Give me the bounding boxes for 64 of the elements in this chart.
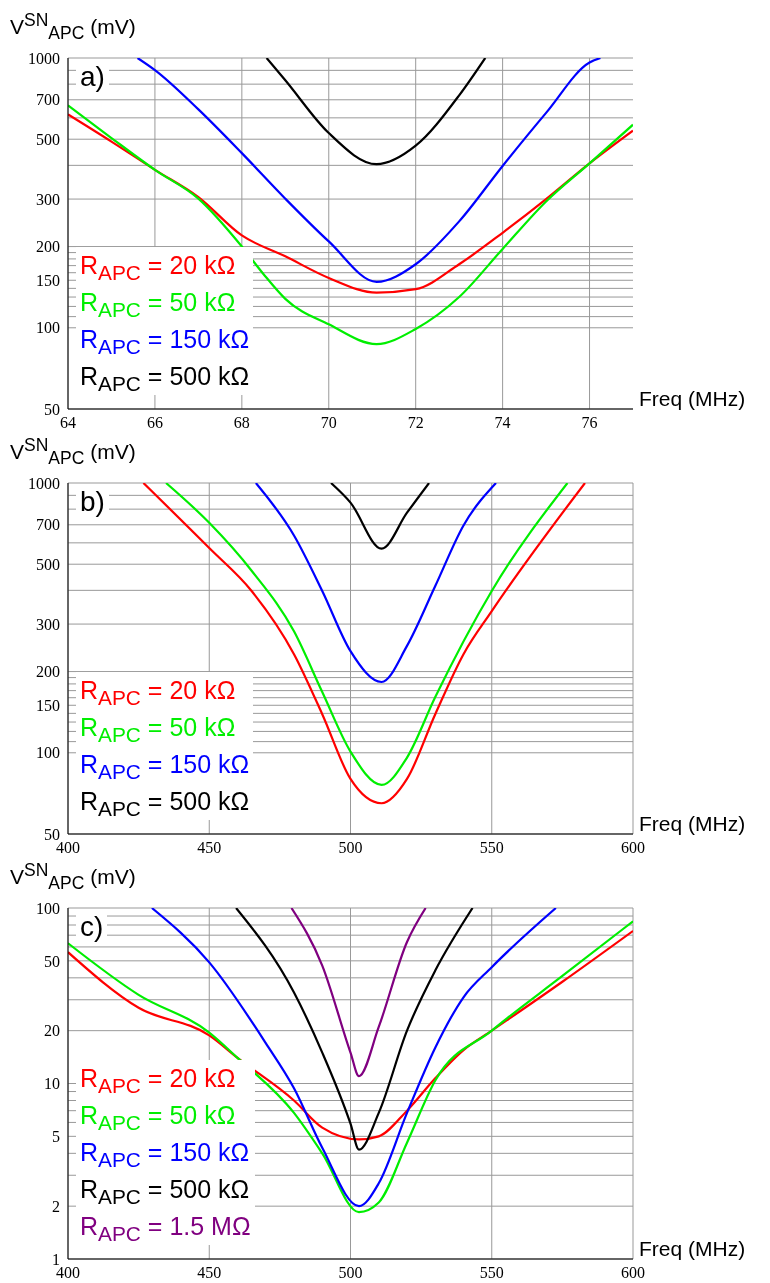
text: R$_{APC}$ = 150 kΩ — [80, 1137, 251, 1171]
x-tick-label: 600 — [621, 1264, 645, 1282]
line-series — [68, 113, 633, 294]
x-tick-label: 450 — [197, 839, 222, 857]
text: R$_{APC}$ = 500 kΩ — [80, 1174, 251, 1208]
x-tick-label: 74 — [494, 414, 511, 432]
x-axis-title: Freq (MHz) — [639, 387, 746, 411]
x-axis-title: Freq (MHz) — [639, 1237, 746, 1261]
x-tick-label: 600 — [621, 839, 645, 857]
x-tick-label: 68 — [233, 414, 250, 432]
y-tick-label: 50 — [44, 400, 60, 418]
x-axis-title: Freq (MHz) — [639, 812, 746, 836]
annotation: c) — [76, 910, 108, 944]
x-tick-label: 500 — [338, 839, 363, 857]
line-series — [150, 908, 557, 1208]
x-tick-label: 500 — [338, 1264, 363, 1282]
y-tick-label: 700 — [36, 91, 60, 109]
y-axis-title: V$^{SN}$$_{APC}$ (mV) — [10, 10, 136, 45]
x-tick-label: 72 — [407, 414, 424, 432]
y-tick-label: 150 — [36, 696, 60, 714]
text: R$_{APC}$ = 1.5 MΩ — [80, 1211, 251, 1245]
x-tick-label: 550 — [479, 839, 504, 857]
y-tick-label: 5 — [52, 1128, 60, 1146]
y-axis-title: V$^{SN}$$_{APC}$ (mV) — [10, 860, 136, 895]
series-label: R$_{APC}$ = 20 kΩ — [80, 1063, 237, 1097]
y-tick-label: 2 — [52, 1197, 60, 1215]
x-tick-label: 76 — [581, 414, 598, 432]
y-tick-label: 500 — [36, 130, 60, 148]
x-tick-label: 66 — [146, 414, 163, 432]
y-tick-label: 300 — [36, 615, 60, 633]
y-tick-label: 1000 — [28, 474, 60, 492]
y-tick-label: 100 — [36, 319, 60, 337]
y-tick-label: 700 — [36, 516, 60, 534]
line-series — [265, 58, 487, 166]
annotation: a) — [76, 60, 109, 94]
y-axis-title: V$^{SN}$$_{APC}$ (mV) — [10, 435, 136, 470]
annotation: b) — [76, 485, 109, 519]
line-series — [290, 908, 427, 1078]
x-tick-label: 450 — [197, 1264, 222, 1282]
y-tick-label: 300 — [36, 190, 60, 208]
y-tick-label: 20 — [44, 1022, 60, 1040]
text: R$_{APC}$ = 500 kΩ — [80, 786, 250, 820]
text: R$_{APC}$ = 500 kΩ — [80, 361, 250, 395]
x-tick-label: 64 — [60, 414, 76, 432]
y-tick-label: 10 — [44, 1075, 60, 1093]
text: R$_{APC}$ = 20 kΩ — [80, 675, 237, 709]
text: R$_{APC}$ = 150 kΩ — [80, 749, 250, 783]
x-tick-label: 550 — [479, 1264, 504, 1282]
y-tick-label: 100 — [36, 744, 60, 762]
series-label: R$_{APC}$ = 50 kΩ — [80, 1100, 237, 1134]
y-tick-label: 100 — [36, 899, 60, 917]
text: R$_{APC}$ = 50 kΩ — [80, 712, 237, 746]
line-series — [254, 483, 498, 684]
line-series — [329, 483, 431, 550]
y-tick-label: 1000 — [28, 49, 60, 67]
y-tick-label: 150 — [36, 271, 60, 289]
series-label: R$_{APC}$ = 50 kΩ — [80, 287, 237, 321]
y-tick-label: 200 — [36, 663, 60, 681]
x-tick-label: 70 — [320, 414, 337, 432]
y-tick-label: 200 — [36, 238, 60, 256]
series-label: R$_{APC}$ = 20 kΩ — [80, 250, 237, 284]
text: R$_{APC}$ = 150 kΩ — [80, 324, 250, 358]
y-tick-label: 50 — [44, 952, 60, 970]
y-tick-label: 500 — [36, 555, 60, 573]
